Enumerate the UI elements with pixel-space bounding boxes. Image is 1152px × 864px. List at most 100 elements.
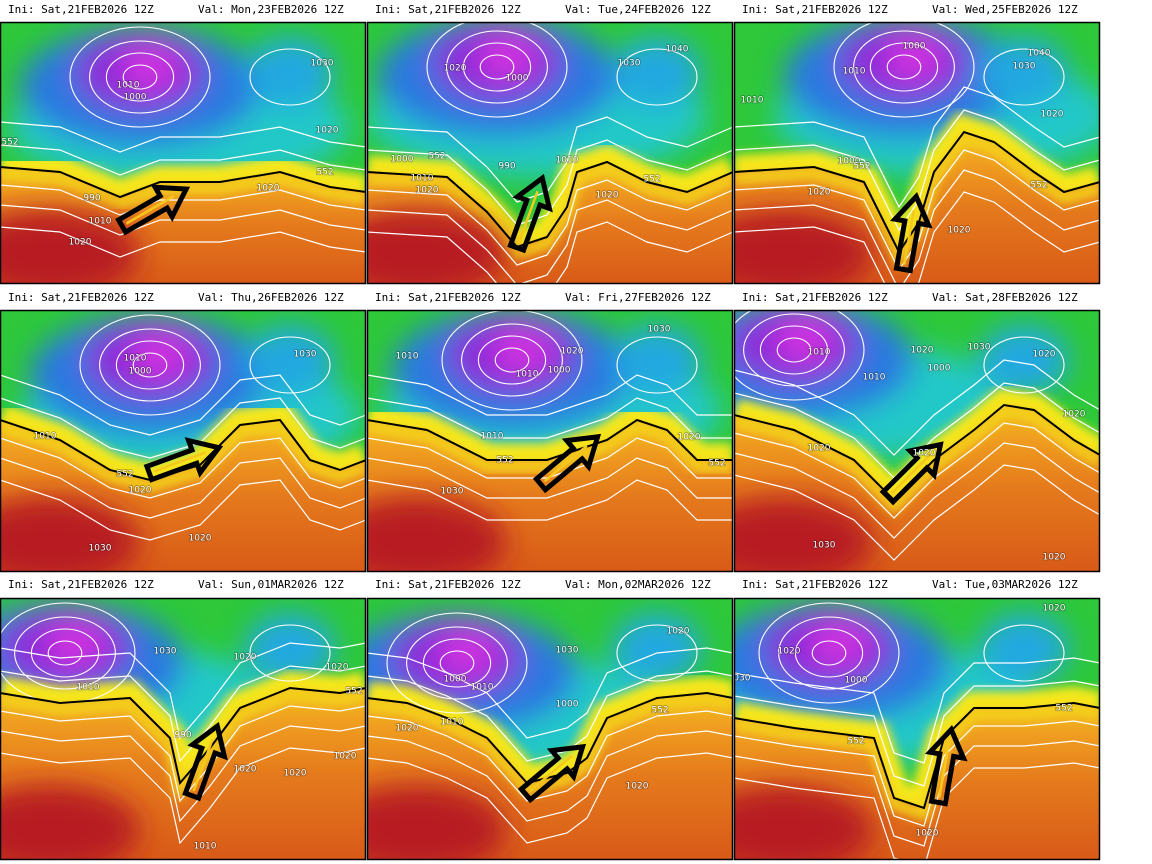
isobar-label: 1010 (34, 432, 57, 442)
panel-frame (0, 21, 367, 285)
isobar (734, 149, 1100, 272)
isobar (249, 336, 331, 394)
isobar (853, 30, 955, 104)
isobar-label: 1020 (808, 444, 831, 454)
isobar (0, 397, 366, 459)
hot-core (0, 497, 140, 572)
isobar (367, 647, 733, 739)
init-label: Ini: Sat,21FEB2026 12Z (742, 291, 888, 304)
isobar-label: 1000 (903, 42, 926, 52)
isobar (0, 226, 366, 258)
cold-air (10, 27, 350, 187)
arrow-core (528, 754, 573, 793)
isobar-label: 1020 (916, 829, 939, 839)
hot-core (734, 785, 874, 860)
valid-label: Val: Thu,26FEB2026 12Z (198, 291, 344, 304)
isobar (367, 437, 733, 479)
isobar-label: 552 (1030, 181, 1047, 191)
isobar (367, 752, 733, 844)
hot-core (367, 785, 507, 860)
isobar (446, 30, 548, 104)
isobar (367, 397, 733, 439)
valid-label: Val: Sat,28FEB2026 12Z (932, 291, 1078, 304)
valid-label: Val: Tue,24FEB2026 12Z (565, 3, 711, 16)
isobar-label: 1030 (813, 541, 836, 551)
panel-frame (733, 597, 1101, 861)
isobar-label: 552 (1, 138, 18, 148)
isobar-label: 1030 (648, 325, 671, 335)
arrow-core (938, 743, 951, 798)
panel-frame (0, 597, 367, 861)
isobar-label: 1020 (129, 486, 152, 496)
flow-arrow (517, 743, 587, 804)
isobar-label: 1030 (441, 487, 464, 497)
isobar (426, 22, 568, 118)
arrow-core (153, 451, 207, 473)
isobar-label: 1020 (1063, 410, 1086, 420)
isobar (367, 710, 733, 802)
isobar-label: 1020 (948, 226, 971, 236)
arrow-core (903, 210, 916, 265)
isobar-label: 552 (496, 456, 513, 466)
isobar (0, 642, 366, 740)
isobar (461, 323, 563, 397)
isobar-label: 1020 (561, 347, 584, 357)
blue-area (979, 325, 1069, 395)
isobar (367, 116, 733, 203)
hot-core (0, 209, 140, 284)
init-label: Ini: Sat,21FEB2026 12Z (8, 3, 154, 16)
init-label: Ini: Sat,21FEB2026 12Z (742, 578, 888, 591)
isobar-label: 1020 (1043, 553, 1066, 563)
isobar (30, 628, 100, 678)
map-panel: 1020 1020 1000 552 552 1030 1020 (734, 598, 1100, 860)
isobar-label: 1010 (843, 67, 866, 77)
isobar-label: 1020 (911, 346, 934, 356)
isobar-label: 1000 (391, 155, 414, 165)
isobar (367, 199, 733, 284)
isobar (0, 184, 366, 216)
valid-label: Val: Mon,23FEB2026 12Z (198, 3, 344, 16)
panel-frame (733, 21, 1101, 285)
isobar (759, 325, 829, 375)
isobar-label: 552 (643, 175, 660, 185)
isobar (0, 204, 366, 236)
arrow-outline (182, 721, 228, 802)
yellow-edge-inner (0, 167, 366, 210)
isobar-label: 1020 (778, 647, 801, 657)
map-panel: 1030 1020 1010 1000 1000 552 1010 1020 1020 (367, 598, 733, 860)
isobar (734, 382, 1100, 479)
isobar-label: 552 (1055, 704, 1072, 714)
isobar-label: 990 (83, 194, 100, 204)
isobar-label: 1000 (556, 700, 579, 710)
hot-core (0, 785, 140, 860)
isobar (833, 22, 975, 118)
isobar (616, 48, 698, 106)
blue-area (612, 325, 702, 395)
hot-core (367, 209, 507, 284)
isobar (477, 335, 547, 385)
hot-core (734, 209, 874, 284)
yellow-edge-inner (367, 419, 733, 472)
isobar-label: 1020 (1041, 110, 1064, 120)
flow-arrow (182, 721, 228, 802)
isobar (0, 374, 366, 436)
isobar-label: 1020 (326, 663, 349, 673)
isobar (776, 337, 812, 363)
isobar (89, 40, 191, 114)
isobar-label: 1030 (556, 646, 579, 656)
isobar (47, 640, 83, 666)
flow-arrow (879, 441, 944, 506)
isobar (386, 612, 528, 714)
isobar (69, 26, 211, 128)
isobar-label: 1000 (928, 364, 951, 374)
isobar (734, 464, 1100, 561)
isobar (0, 747, 366, 845)
blue-area (612, 37, 702, 107)
isobar (616, 624, 698, 682)
isobar (79, 314, 221, 416)
blue-area (612, 613, 702, 683)
isobar-label: 552 (345, 687, 362, 697)
isobar (0, 457, 366, 519)
isobar (462, 42, 532, 92)
isobar (367, 457, 733, 499)
